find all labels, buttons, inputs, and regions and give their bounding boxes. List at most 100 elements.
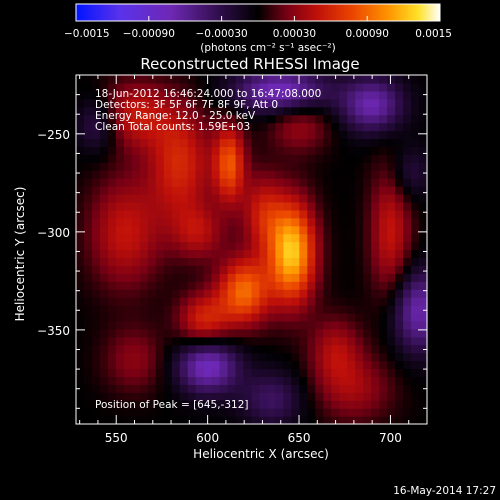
- heatmap-cell: [395, 82, 404, 92]
- heatmap-cell: [155, 289, 165, 298]
- heatmap-cell: [211, 289, 221, 298]
- heatmap-cell: [163, 273, 173, 282]
- heatmap-cell: [323, 138, 332, 147]
- heatmap-cell: [307, 297, 316, 306]
- heatmap-cell: [195, 170, 205, 179]
- heatmap-cell: [171, 360, 181, 370]
- heatmap-cell: [387, 416, 396, 425]
- heatmap-cell: [363, 209, 372, 219]
- heatmap-cell: [91, 289, 101, 298]
- heatmap-cell: [283, 178, 292, 187]
- heatmap-cell: [147, 90, 157, 100]
- heatmap-cell: [171, 114, 181, 124]
- heatmap-cell: [147, 170, 157, 179]
- heatmap-cell: [187, 297, 197, 306]
- heatmap-cell: [211, 344, 221, 354]
- heatmap-cell: [123, 82, 133, 92]
- y-tick-label: −250: [37, 128, 70, 142]
- heatmap-cell: [419, 328, 428, 338]
- heatmap-cell: [251, 98, 261, 108]
- heatmap-cell: [267, 257, 277, 266]
- heatmap-cell: [275, 312, 285, 322]
- heatmap-cell: [323, 297, 332, 306]
- heatmap-cell: [155, 328, 165, 338]
- heatmap-cell: [76, 305, 85, 314]
- heatmap-cell: [179, 265, 189, 274]
- heatmap-cell: [179, 106, 189, 116]
- heatmap-cell: [307, 265, 316, 274]
- heatmap-cell: [83, 360, 93, 370]
- heatmap-cell: [227, 336, 237, 346]
- heatmap-cell: [299, 360, 308, 370]
- heatmap-cell: [203, 376, 213, 385]
- heatmap-cell: [227, 130, 237, 140]
- heatmap-cell: [243, 106, 253, 116]
- heatmap-cell: [267, 336, 277, 346]
- heatmap-cell: [235, 297, 245, 306]
- heatmap-cell: [76, 225, 85, 235]
- heatmap-cell: [403, 289, 412, 298]
- heatmap-cell: [155, 154, 165, 163]
- heatmap-cell: [395, 257, 404, 266]
- heatmap-cell: [115, 392, 125, 401]
- heatmap-cell: [115, 400, 125, 409]
- heatmap-cell: [243, 225, 253, 235]
- heatmap-cell: [99, 257, 109, 266]
- heatmap-cell: [179, 344, 189, 354]
- heatmap-cell: [107, 368, 117, 378]
- heatmap-cell: [403, 193, 412, 203]
- heatmap-cell: [139, 186, 149, 195]
- heatmap-cell: [347, 392, 356, 401]
- heatmap-cell: [403, 106, 412, 116]
- heatmap-cell: [339, 384, 348, 393]
- heatmap-cell: [387, 114, 396, 124]
- heatmap-cell: [299, 336, 308, 346]
- heatmap-cell: [395, 146, 404, 155]
- heatmap-cell: [411, 400, 420, 409]
- heatmap-cell: [371, 281, 380, 290]
- heatmap-cell: [235, 400, 245, 409]
- heatmap-cell: [187, 328, 197, 338]
- heatmap-cell: [363, 376, 372, 385]
- heatmap-cell: [171, 273, 181, 282]
- heatmap-cell: [155, 352, 165, 362]
- heatmap-cell: [99, 320, 109, 330]
- heatmap-cell: [299, 352, 308, 362]
- heatmap-cell: [403, 320, 412, 330]
- heatmap-cell: [323, 289, 332, 298]
- heatmap-cell: [275, 130, 285, 140]
- heatmap-cell: [91, 201, 101, 211]
- heatmap-cell: [251, 154, 261, 163]
- heatmap-cell: [419, 249, 428, 259]
- heatmap-cell: [163, 376, 173, 385]
- heatmap-cell: [355, 233, 364, 243]
- heatmap-cell: [123, 193, 133, 203]
- heatmap-cell: [163, 336, 173, 346]
- heatmap-cell: [235, 408, 245, 417]
- heatmap-cell: [411, 273, 420, 282]
- heatmap-cell: [323, 233, 332, 243]
- heatmap-cell: [339, 297, 348, 306]
- heatmap-cell: [267, 408, 277, 417]
- heatmap-cell: [91, 328, 101, 338]
- heatmap-cell: [179, 193, 189, 203]
- heatmap-cell: [179, 249, 189, 259]
- heatmap-cell: [219, 193, 229, 203]
- heatmap-cell: [379, 328, 388, 338]
- heatmap-cell: [355, 257, 364, 266]
- heatmap-cell: [83, 336, 93, 346]
- heatmap-cell: [355, 360, 364, 370]
- heatmap-cell: [76, 162, 85, 171]
- heatmap-cell: [219, 201, 229, 211]
- heatmap-cell: [347, 368, 356, 378]
- heatmap-cell: [323, 360, 332, 370]
- heatmap-cell: [347, 90, 356, 100]
- heatmap-cell: [355, 249, 364, 259]
- heatmap-cell: [411, 82, 420, 92]
- heatmap-cell: [275, 384, 285, 393]
- heatmap-cell: [131, 209, 141, 219]
- heatmap-cell: [203, 138, 213, 147]
- heatmap-cell: [323, 170, 332, 179]
- heatmap-cell: [131, 130, 141, 140]
- heatmap-cell: [251, 249, 261, 259]
